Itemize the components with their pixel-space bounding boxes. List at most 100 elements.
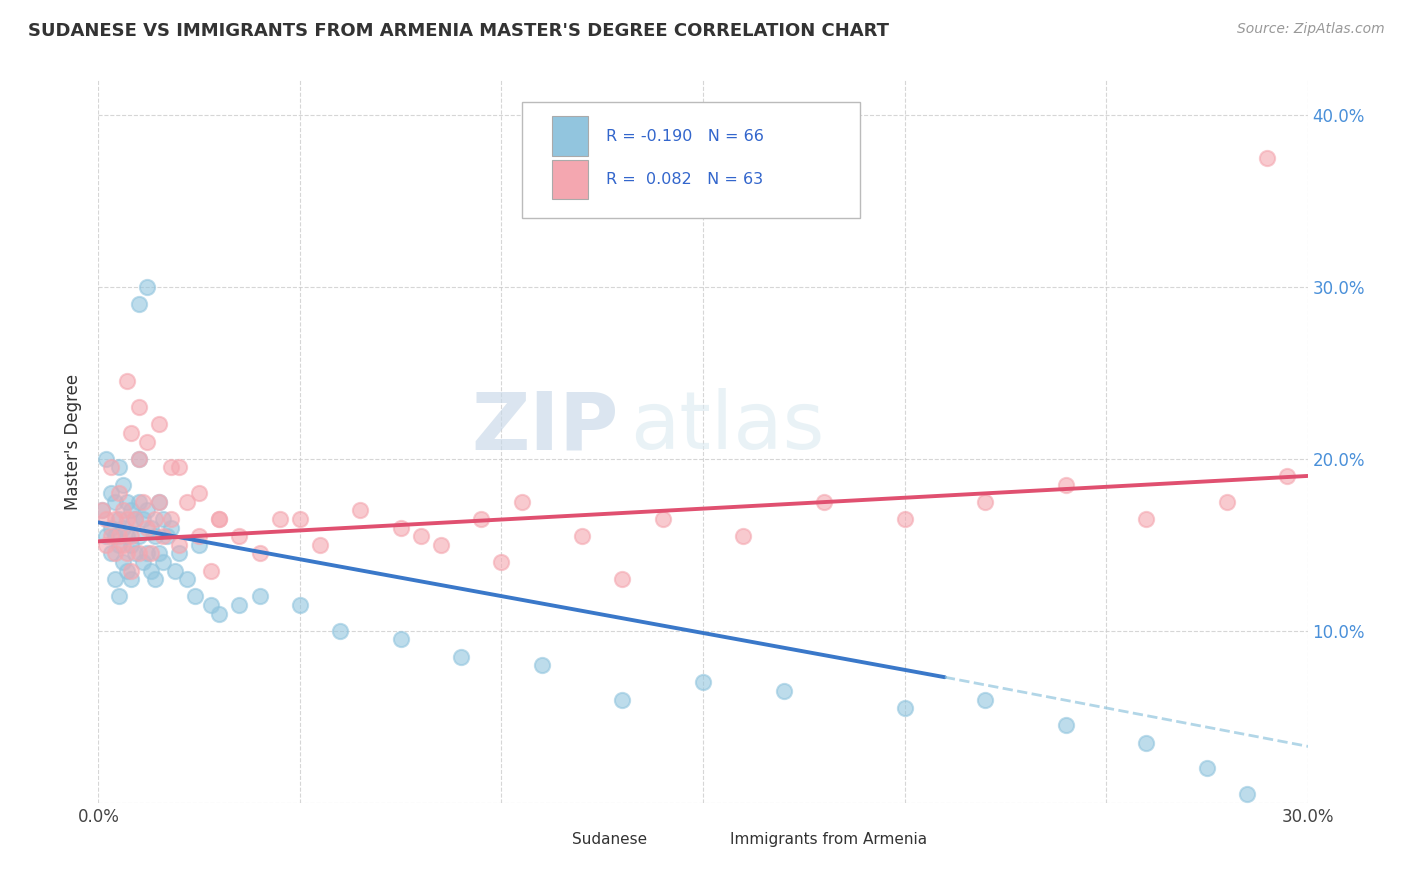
Point (309, 538, 332, 552)
Point (96, 512, 118, 526)
Point (103, 512, 125, 526)
Point (974, 494, 997, 508)
Point (128, 297, 150, 311)
Point (188, 538, 211, 552)
Point (167, 460, 190, 475)
Point (135, 279, 157, 293)
Point (148, 494, 170, 508)
Text: ZIP: ZIP (471, 388, 619, 467)
Point (128, 451, 150, 466)
Point (152, 555, 174, 569)
Point (115, 564, 138, 578)
Point (148, 546, 170, 560)
Point (349, 503, 371, 517)
FancyBboxPatch shape (551, 160, 588, 200)
Point (135, 546, 157, 560)
Text: Immigrants from Armenia: Immigrants from Armenia (730, 832, 927, 847)
Point (124, 512, 146, 526)
Text: R = -0.190   N = 66: R = -0.190 N = 66 (606, 128, 763, 144)
Point (100, 460, 122, 475)
Point (120, 572, 142, 586)
Point (115, 494, 138, 508)
Point (389, 520, 412, 534)
Point (152, 529, 174, 543)
Point (188, 529, 211, 543)
Point (176, 572, 198, 586)
Point (96, 529, 118, 543)
Point (139, 564, 162, 578)
Point (470, 512, 492, 526)
FancyBboxPatch shape (534, 826, 561, 854)
Point (160, 520, 183, 534)
Point (430, 538, 453, 552)
Point (974, 692, 997, 706)
Point (510, 494, 533, 508)
Point (176, 494, 198, 508)
Point (143, 512, 166, 526)
Point (1236, 787, 1258, 801)
Point (1216, 494, 1239, 508)
Point (1277, 469, 1299, 483)
Point (100, 486, 122, 500)
Point (107, 538, 129, 552)
Point (651, 512, 673, 526)
Point (128, 529, 150, 543)
Point (288, 512, 311, 526)
Point (120, 538, 142, 552)
Point (128, 546, 150, 560)
Point (111, 538, 134, 552)
Point (160, 512, 183, 526)
Point (139, 546, 162, 560)
Text: R =  0.082   N = 63: R = 0.082 N = 63 (606, 172, 763, 187)
Point (115, 546, 138, 560)
FancyBboxPatch shape (551, 116, 588, 156)
Point (100, 520, 122, 534)
Point (128, 400, 150, 414)
Point (152, 512, 174, 526)
FancyBboxPatch shape (522, 102, 860, 218)
Point (163, 564, 186, 578)
Point (491, 555, 513, 569)
Point (208, 512, 231, 526)
Point (160, 460, 183, 475)
Point (135, 503, 157, 517)
Point (1135, 512, 1157, 526)
Point (692, 675, 714, 690)
Point (96, 451, 118, 466)
Point (103, 529, 125, 543)
Point (249, 546, 271, 560)
Point (128, 451, 150, 466)
FancyBboxPatch shape (690, 826, 717, 854)
Point (167, 538, 190, 552)
Point (148, 417, 170, 432)
Point (100, 529, 122, 543)
Text: Source: ZipAtlas.com: Source: ZipAtlas.com (1237, 22, 1385, 37)
Point (103, 494, 125, 508)
Point (120, 564, 142, 578)
Point (1256, 151, 1278, 165)
Point (733, 529, 755, 543)
Point (132, 555, 155, 569)
Point (143, 529, 166, 543)
Point (288, 598, 311, 612)
Point (200, 564, 222, 578)
Point (228, 598, 250, 612)
Point (1054, 718, 1077, 732)
Y-axis label: Master's Degree: Master's Degree (65, 374, 83, 509)
Point (143, 572, 166, 586)
Point (103, 572, 125, 586)
Point (100, 546, 122, 560)
Point (1135, 735, 1157, 749)
Point (249, 590, 271, 604)
Point (135, 520, 157, 534)
Point (530, 658, 553, 673)
Point (120, 529, 142, 543)
Point (115, 512, 138, 526)
Point (132, 512, 155, 526)
Text: SUDANESE VS IMMIGRANTS FROM ARMENIA MASTER'S DEGREE CORRELATION CHART: SUDANESE VS IMMIGRANTS FROM ARMENIA MAST… (28, 22, 889, 40)
Point (91, 503, 114, 517)
Point (167, 546, 190, 560)
Text: atlas: atlas (630, 388, 825, 467)
Point (132, 494, 155, 508)
Point (208, 512, 231, 526)
